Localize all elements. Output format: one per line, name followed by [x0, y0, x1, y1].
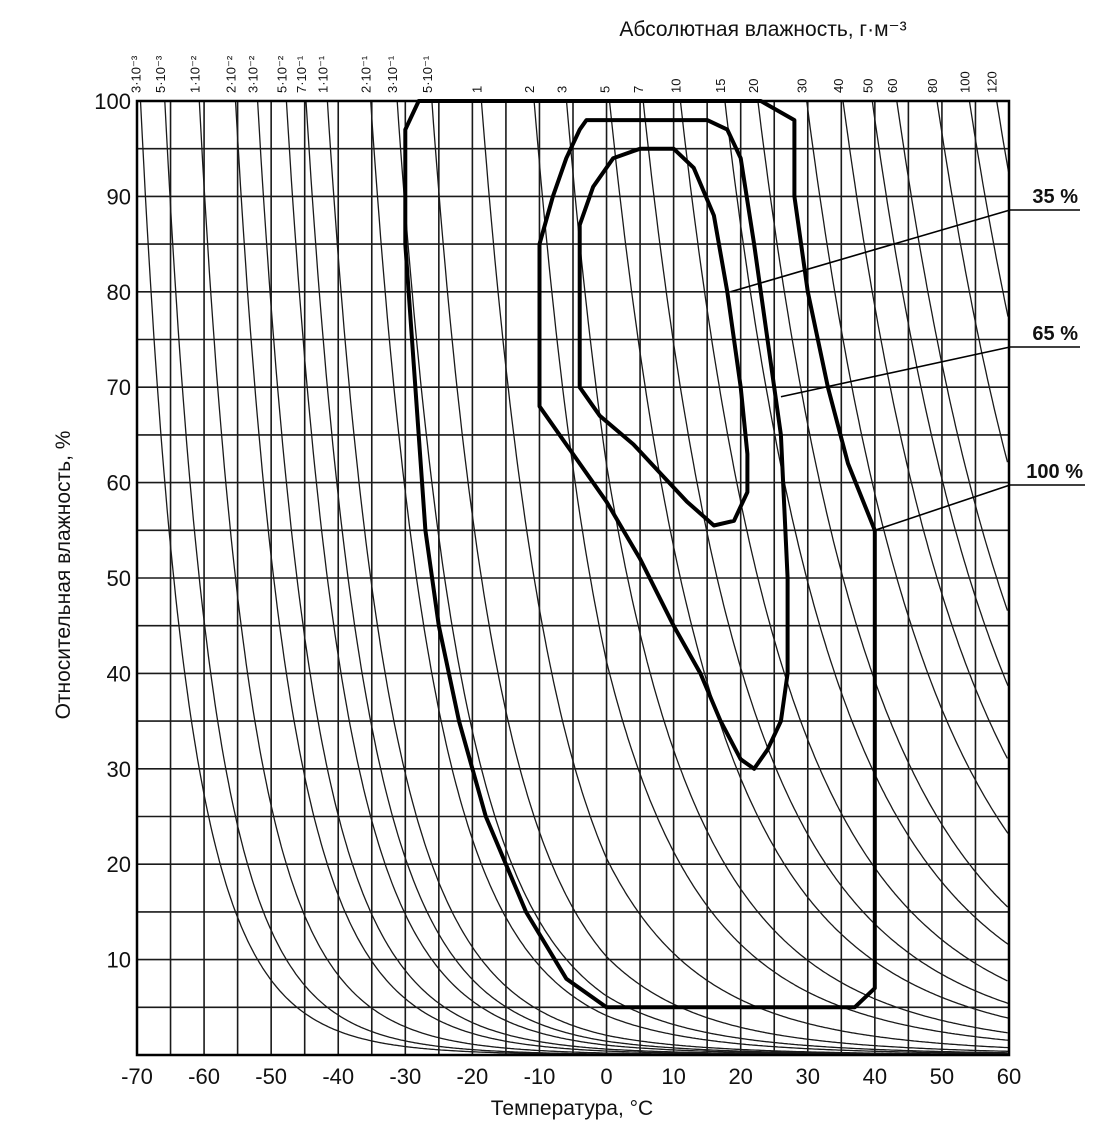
top-tick-label: 2·10⁻²	[224, 55, 239, 93]
top-tick-label: 60	[885, 79, 900, 93]
series-curve-65-percent	[537, 118, 790, 771]
y-tick-label: 50	[107, 566, 131, 591]
absolute-humidity-isoline	[608, 100, 1009, 1019]
annotation-leader	[730, 209, 1011, 293]
plot-border	[135, 99, 1011, 1057]
y-tick-label: 20	[107, 852, 131, 877]
top-tick-label: 50	[860, 79, 875, 93]
absolute-humidity-isoline	[724, 100, 1009, 945]
top-tick-label: 2	[522, 86, 537, 93]
top-tick-label: 30	[795, 79, 810, 93]
y-tick-label: 10	[107, 948, 131, 973]
y-tick-label: 90	[107, 184, 131, 209]
x-tick-label: 20	[728, 1064, 752, 1089]
top-tick-label: 7·10⁻¹	[294, 55, 309, 93]
top-tick-label: 5·10⁻³	[153, 55, 168, 93]
top-tick-label: 15	[713, 79, 728, 93]
x-axis-title: Температура, °С	[491, 1097, 653, 1120]
data-series	[403, 99, 877, 1010]
x-tick-label: 50	[930, 1064, 954, 1089]
absolute-humidity-isoline	[533, 100, 1009, 1041]
absolute-humidity-isoline	[842, 100, 1008, 759]
x-tick-label: 60	[997, 1064, 1021, 1089]
top-tick-label: 40	[831, 79, 846, 93]
absolute-humidity-isoline	[326, 100, 1009, 1055]
x-tick-label: -20	[456, 1064, 488, 1089]
top-tick-label: 3·10⁻¹	[385, 55, 400, 93]
top-tick-label: 2·10⁻¹	[359, 55, 374, 93]
x-tick-label: 40	[863, 1064, 887, 1089]
top-tick-label: 1·10⁻²	[187, 55, 202, 93]
y-tick-label: 40	[107, 661, 131, 686]
y-tick-labels: 10 20 30 40 50 60 70 80 90 100	[94, 89, 131, 973]
y-tick-label: 80	[107, 280, 131, 305]
absolute-humidity-isoline	[996, 100, 1010, 172]
annotations: 35 % 65 % 100 %	[730, 186, 1085, 532]
y-tick-label: 60	[107, 471, 131, 496]
absolute-humidity-isoline	[480, 100, 1009, 1049]
top-tick-label: 5·10⁻²	[274, 55, 289, 93]
plot-frame	[135, 99, 1011, 1057]
y-tick-label: 70	[107, 375, 131, 400]
absolute-humidity-isoline	[936, 100, 1009, 463]
absolute-humidity-isoline	[431, 100, 1009, 1052]
annotation-leader	[874, 484, 1011, 532]
x-tick-label: 0	[600, 1064, 612, 1089]
top-tick-label: 3	[555, 86, 570, 93]
absolute-humidity-isoline	[396, 100, 1008, 1054]
top-tick-label: 80	[925, 79, 940, 93]
absolute-humidity-isoline	[370, 100, 1008, 1055]
absolute-humidity-isoline	[871, 100, 1009, 687]
series-curve-100-percent	[403, 99, 877, 1010]
absolute-humidity-isoline	[806, 100, 1009, 834]
top-tick-label: 3·10⁻³	[129, 55, 144, 93]
y-tick-label: 100	[94, 89, 131, 114]
annotation-label: 35 %	[1032, 186, 1078, 208]
x-tick-label: -50	[255, 1064, 287, 1089]
series-curve-35-percent	[577, 146, 750, 528]
annotation-label: 100 %	[1026, 461, 1083, 483]
x-tick-label: -60	[188, 1064, 220, 1089]
absolute-humidity-isoline	[896, 100, 1009, 611]
y-tick-label: 30	[107, 757, 131, 782]
x-tick-label: 30	[796, 1064, 820, 1089]
absolute-humidity-isoline	[565, 100, 1008, 1034]
top-tick-label: 5	[598, 86, 613, 93]
x-tick-label: -40	[322, 1064, 354, 1089]
top-tick-label: 10	[668, 79, 683, 93]
y-axis-title: Относительная влажность, %	[52, 431, 75, 720]
top-tick-labels: 3·10⁻³ 5·10⁻³ 1·10⁻² 2·10⁻² 3·10⁻² 5·10⁻² 7·10…	[129, 55, 1000, 93]
x-tick-label: -30	[389, 1064, 421, 1089]
top-tick-label: 100	[957, 71, 972, 93]
x-tick-label: -70	[121, 1064, 153, 1089]
grid	[136, 100, 1010, 1055]
top-tick-label: 1·10⁻¹	[315, 55, 330, 93]
top-tick-label: 1	[469, 86, 484, 93]
top-tick-label: 5·10⁻¹	[420, 55, 435, 93]
top-axis-title: Абсолютная влажность, г·м⁻³	[619, 18, 906, 41]
top-tick-label: 120	[985, 71, 1000, 93]
absolute-humidity-isoline	[757, 100, 1009, 908]
absolute-humidity-isoline	[679, 100, 1008, 982]
annotation-leader	[780, 346, 1011, 398]
top-tick-label: 7	[631, 86, 646, 93]
x-tick-label: -10	[524, 1064, 556, 1089]
x-tick-labels: -70 -60 -50 -40 -30 -20 -10 0 10 20 30 40 50 60	[121, 1064, 1021, 1089]
x-tick-label: 10	[661, 1064, 685, 1089]
annotation-label: 65 %	[1032, 323, 1078, 345]
top-tick-label: 3·10⁻²	[246, 55, 261, 93]
top-tick-label: 20	[746, 79, 761, 93]
